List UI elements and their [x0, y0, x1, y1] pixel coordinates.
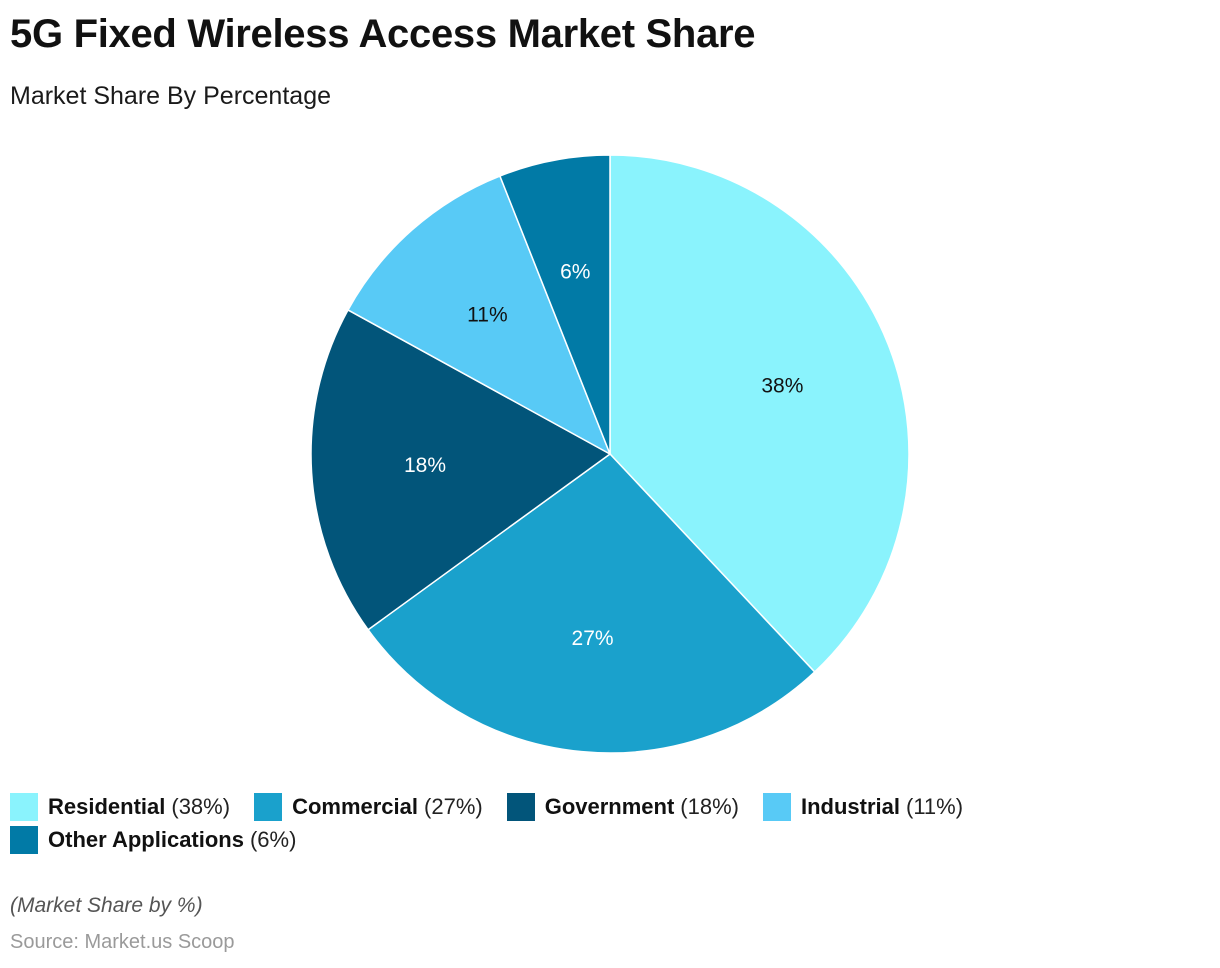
- legend-value: (11%): [906, 794, 964, 819]
- slice-label-residential: 38%: [761, 374, 803, 397]
- chart-legend: Residential (38%) Commercial (27%) Governmen…: [10, 792, 1050, 855]
- legend-item-commercial[interactable]: Commercial (27%): [254, 792, 483, 822]
- legend-swatch: [10, 793, 38, 821]
- legend-value: (38%): [171, 794, 231, 819]
- legend-value: (18%): [680, 794, 739, 819]
- legend-item-government[interactable]: Government (18%): [506, 792, 739, 822]
- legend-label: Other Applications: [48, 827, 244, 852]
- legend-label: Government: [544, 794, 675, 819]
- legend-label: Residential: [48, 794, 166, 819]
- pie-slice-government[interactable]: [310, 308, 612, 631]
- legend-item-other-applications[interactable]: Other Applications (6%): [10, 825, 296, 855]
- chart-subtitle: Market Share By Percentage: [10, 82, 331, 110]
- pie-slice-commercial[interactable]: [367, 453, 816, 754]
- chart-title: 5G Fixed Wireless Access Market Share: [10, 12, 756, 56]
- legend-item-industrial[interactable]: Industrial (11%): [762, 792, 964, 822]
- pie-labels: 38% 27% 18% 11% 6%: [404, 260, 803, 650]
- chart-note: (Market Share by %): [10, 894, 203, 917]
- slice-label-industrial: 11%: [467, 303, 507, 326]
- slice-label-government: 18%: [404, 454, 446, 477]
- legend-swatch: [762, 793, 791, 821]
- legend-swatch: [254, 793, 283, 821]
- chart-source: Source: Market.us Scoop: [10, 931, 235, 953]
- pie-slice-residential[interactable]: [609, 154, 910, 674]
- legend-value: (6%): [249, 827, 297, 852]
- slice-label-other-applications: 6%: [560, 260, 590, 283]
- pie-chart: 38% 27% 18% 11% 6%: [310, 154, 910, 754]
- pie-slices: [310, 154, 910, 754]
- legend-swatch: [10, 826, 38, 854]
- legend-label: Commercial: [292, 794, 419, 819]
- slice-label-commercial: 27%: [572, 627, 614, 650]
- pie-slice-industrial[interactable]: [346, 175, 612, 456]
- legend-swatch: [506, 793, 535, 821]
- legend-value: (27%): [424, 794, 483, 819]
- pie-slice-other-applications[interactable]: [498, 154, 611, 455]
- legend-item-residential[interactable]: Residential (38%): [10, 792, 230, 822]
- legend-label: Industrial: [800, 794, 900, 819]
